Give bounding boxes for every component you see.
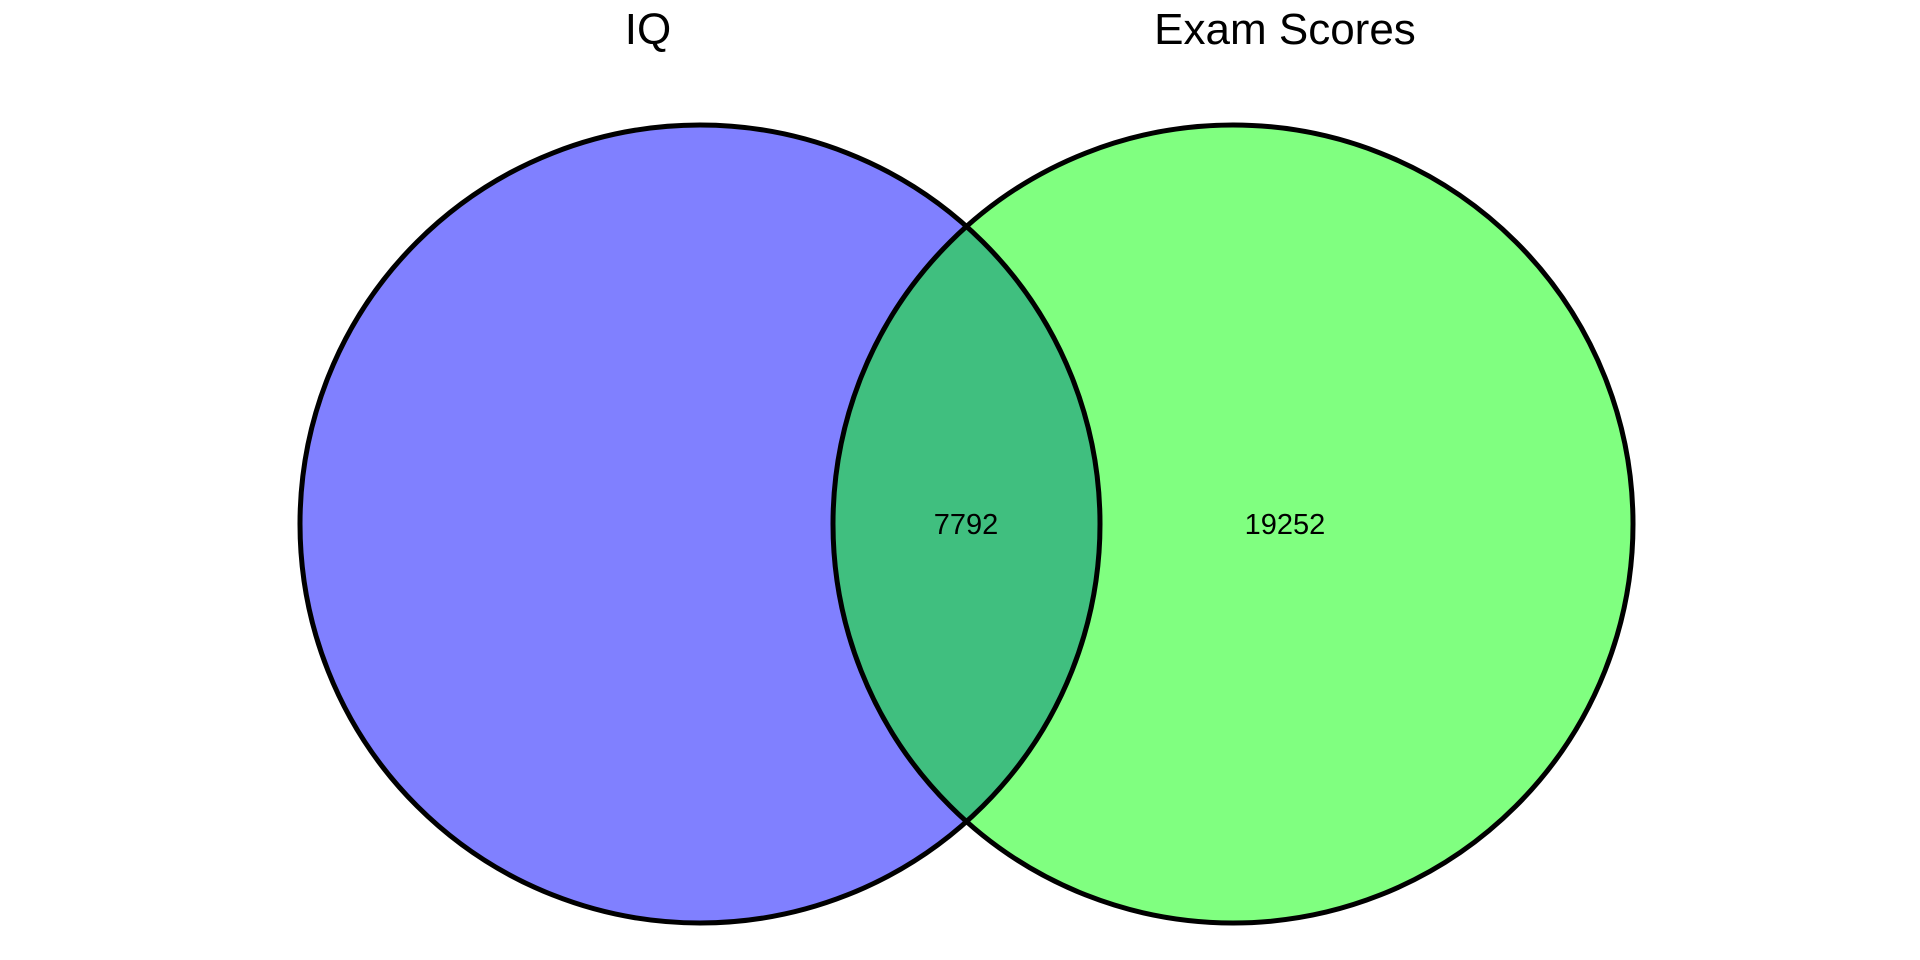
iq-set-outline xyxy=(297,122,1103,926)
intersection-count: 7792 xyxy=(934,509,999,541)
exam-scores-set-title: Exam Scores xyxy=(1154,5,1416,54)
intersection-region xyxy=(833,125,1100,923)
exam-scores-set-outline xyxy=(830,122,1636,926)
iq-set-title: IQ xyxy=(625,5,671,54)
exam-scores-only-count: 19252 xyxy=(1245,509,1326,541)
